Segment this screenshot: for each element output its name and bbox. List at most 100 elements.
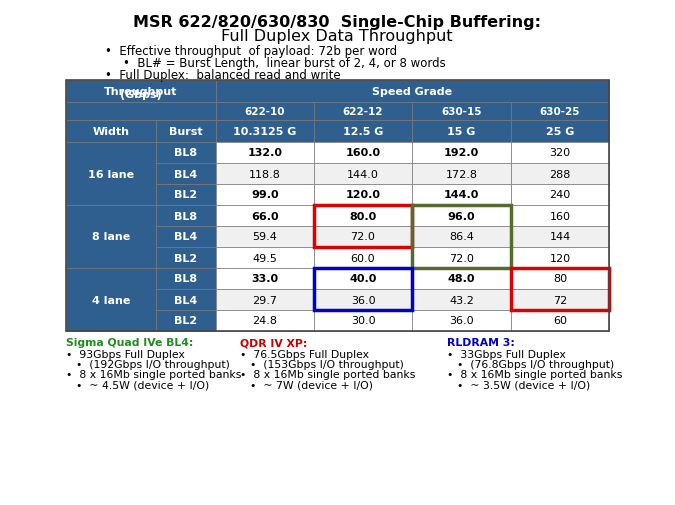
Bar (314, 103, 412, 121)
Text: 36.0: 36.0 (351, 295, 375, 305)
Bar (412, 143, 511, 164)
Bar (216, 227, 314, 247)
Text: BL8: BL8 (174, 148, 198, 158)
Text: 16 lane: 16 lane (88, 169, 134, 179)
Bar (156, 185, 216, 206)
Bar (314, 206, 412, 247)
Text: 72.0: 72.0 (449, 253, 474, 263)
Text: (Gbps): (Gbps) (120, 89, 162, 99)
Text: 80: 80 (553, 274, 567, 284)
Text: Throughput: Throughput (105, 87, 178, 97)
Bar (156, 247, 216, 269)
Text: 80.0: 80.0 (350, 211, 377, 221)
Text: BL8: BL8 (174, 274, 198, 284)
Bar (314, 185, 412, 206)
Bar (216, 311, 314, 331)
Text: MSR 622/820/630/830  Single-Chip Buffering:: MSR 622/820/630/830 Single-Chip Bufferin… (133, 15, 541, 30)
Bar (216, 143, 314, 164)
Bar (156, 311, 216, 331)
Text: •  ~ 4.5W (device + I/O): • ~ 4.5W (device + I/O) (76, 379, 209, 389)
Bar (412, 206, 511, 227)
Text: 144.0: 144.0 (347, 169, 379, 179)
Text: 630-15: 630-15 (441, 107, 482, 117)
Bar (156, 289, 216, 311)
Text: 120: 120 (549, 253, 570, 263)
Text: •  33Gbps Full Duplex: • 33Gbps Full Duplex (447, 349, 566, 359)
Bar (511, 143, 609, 164)
Bar (511, 247, 609, 269)
Text: 160.0: 160.0 (346, 148, 381, 158)
Text: 33.0: 33.0 (252, 274, 279, 284)
Bar (216, 164, 314, 185)
Text: 172.8: 172.8 (446, 169, 477, 179)
Bar (511, 289, 609, 311)
Bar (66, 206, 156, 269)
Bar (511, 121, 609, 143)
Text: 132.0: 132.0 (248, 148, 283, 158)
Bar (216, 289, 314, 311)
Bar (156, 164, 216, 185)
Bar (66, 143, 156, 206)
Text: 40.0: 40.0 (350, 274, 377, 284)
Bar (412, 185, 511, 206)
Bar (66, 269, 156, 331)
Bar (412, 289, 511, 311)
Bar (511, 103, 609, 121)
Text: •  8 x 16Mb single ported banks: • 8 x 16Mb single ported banks (240, 369, 415, 379)
Bar (156, 206, 216, 227)
Text: 144: 144 (549, 232, 570, 242)
Text: 320: 320 (549, 148, 570, 158)
Bar (412, 121, 511, 143)
Bar (314, 289, 412, 311)
Bar (412, 206, 511, 269)
Text: 66.0: 66.0 (251, 211, 279, 221)
Bar (156, 227, 216, 247)
Text: •  (192Gbps I/O throughput): • (192Gbps I/O throughput) (76, 359, 230, 369)
Bar (511, 164, 609, 185)
Text: 24.8: 24.8 (252, 316, 277, 326)
Bar (216, 103, 314, 121)
Text: Sigma Quad IVe BL4:: Sigma Quad IVe BL4: (66, 337, 193, 347)
Text: 288: 288 (549, 169, 570, 179)
Text: •  8 x 16Mb single ported banks: • 8 x 16Mb single ported banks (447, 369, 622, 379)
Text: 8 lane: 8 lane (92, 232, 130, 242)
Text: 630-25: 630-25 (540, 107, 580, 117)
Text: RLDRAM 3:: RLDRAM 3: (447, 337, 515, 347)
Text: 192.0: 192.0 (444, 148, 479, 158)
Text: 240: 240 (549, 190, 570, 200)
Bar (412, 164, 511, 185)
Text: 144.0: 144.0 (444, 190, 479, 200)
Text: 622-12: 622-12 (343, 107, 383, 117)
Bar (216, 185, 314, 206)
Text: •  8 x 16Mb single ported banks: • 8 x 16Mb single ported banks (66, 369, 242, 379)
Text: Full Duplex Data Throughput: Full Duplex Data Throughput (221, 29, 453, 44)
Text: 120.0: 120.0 (346, 190, 381, 200)
Bar (412, 103, 511, 121)
Text: BL8: BL8 (174, 211, 198, 221)
Text: 15 G: 15 G (448, 127, 476, 137)
Bar (314, 164, 412, 185)
Text: •  Full Duplex:  balanced read and write: • Full Duplex: balanced read and write (105, 69, 341, 82)
Bar (511, 227, 609, 247)
Bar (314, 227, 412, 247)
Text: •  (76.8Gbps I/O throughput): • (76.8Gbps I/O throughput) (457, 359, 614, 369)
Bar (511, 269, 609, 311)
Text: 48.0: 48.0 (448, 274, 475, 284)
Bar (412, 227, 511, 247)
Text: •  93Gbps Full Duplex: • 93Gbps Full Duplex (66, 349, 185, 359)
Bar (66, 121, 156, 143)
Text: 29.7: 29.7 (252, 295, 277, 305)
Text: BL4: BL4 (174, 169, 198, 179)
Bar (66, 81, 216, 103)
Bar (314, 269, 412, 311)
Text: BL4: BL4 (174, 295, 198, 305)
Text: 12.5 G: 12.5 G (343, 127, 383, 137)
Bar (511, 206, 609, 227)
Text: 4 lane: 4 lane (92, 295, 130, 305)
Bar (412, 311, 511, 331)
Text: 118.8: 118.8 (249, 169, 281, 179)
Text: •  ~ 7W (device + I/O): • ~ 7W (device + I/O) (250, 379, 373, 389)
Text: Speed Grade: Speed Grade (373, 87, 452, 97)
Text: 622-10: 622-10 (245, 107, 286, 117)
Text: •  (153Gbps I/O throughput): • (153Gbps I/O throughput) (250, 359, 404, 369)
